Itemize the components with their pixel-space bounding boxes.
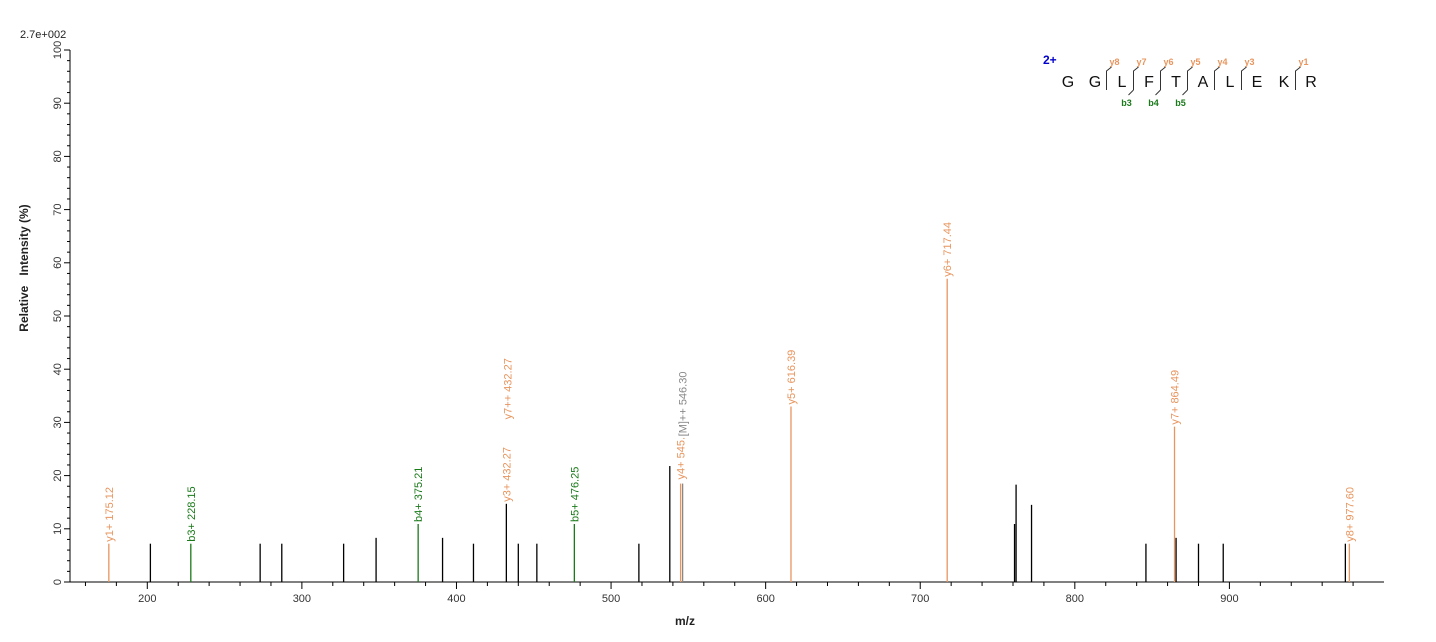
peak-label: y4+ 545. [676,437,688,480]
y-ion-bracket [1187,66,1193,90]
b-ion-bracket [1128,89,1134,96]
peak-label: y3+ 432.27 [501,447,513,502]
peak-labels: y1+ 175.12 b3+ 228.15 b4+ 375.21 y3+ 432.27… [104,222,1357,542]
y-ion-label: y6 [1163,57,1173,67]
y-axis: 0 10 20 30 40 50 60 70 80 90 100 [52,41,71,585]
y-ion-bracket [1214,66,1220,90]
y-tick-label: 80 [52,150,64,162]
y-ion-bracket [1133,66,1139,90]
residue: A [1198,74,1209,91]
y-ion-label: y7 [1136,57,1146,67]
x-tick-label: 500 [602,593,620,605]
intensity-scale-label: 2.7e+002 [20,29,66,41]
peak-label: y8+ 977.60 [1344,487,1356,542]
residue: F [1144,74,1154,91]
x-tick-label: 600 [756,593,774,605]
b-ion-label: b4 [1148,98,1159,108]
residue: L [1118,74,1127,91]
b-ion-bracket [1182,89,1188,96]
x-axis: 200 300 400 500 600 700 800 900 [70,581,1384,605]
x-tick-label: 900 [1220,593,1238,605]
y-tick-label: 0 [52,579,64,585]
x-tick-label: 400 [447,593,465,605]
y-tick-label: 30 [52,416,64,428]
peak-label: b5+ 476.25 [569,467,581,522]
y-tick-label: 90 [52,97,64,109]
residue: G [1062,74,1074,91]
y-ion-bracket [1160,66,1166,90]
residue: K [1279,74,1290,91]
peak-label: [M]++ 546.30 [678,372,690,437]
peak-label: b4+ 375.21 [413,467,425,522]
y-ion-bracket [1295,66,1301,90]
y-axis-label: Relative Intensity (%) [17,204,31,331]
peak-label: y7+ 864.49 [1170,370,1182,425]
x-tick-label: 800 [1066,593,1084,605]
y-ion-label: y1 [1298,57,1308,67]
peaks [108,278,1351,582]
b-ion-label: b3 [1121,98,1132,108]
peak-label: y7++ 432.27 [502,358,514,419]
y-tick-label: 60 [52,257,64,269]
residue: R [1305,74,1317,91]
charge-state: 2+ [1043,53,1057,67]
y-tick-label: 50 [52,310,64,322]
y-ion-label: y5 [1190,57,1200,67]
residue: E [1252,74,1263,91]
residue: G [1089,74,1101,91]
x-tick-label: 300 [293,593,311,605]
y-ion-bracket [1241,66,1247,90]
x-axis-label: m/z [675,614,695,628]
residue: L [1226,74,1235,91]
y-tick-label: 20 [52,469,64,481]
peak-label: y5+ 616.39 [786,350,798,405]
peak-label: y1+ 175.12 [104,487,116,542]
peak-label: b3+ 228.15 [186,486,198,541]
y-tick-label: 40 [52,363,64,375]
x-tick-label: 200 [138,593,156,605]
y-tick-label: 10 [52,523,64,535]
y-ion-bracket [1106,66,1112,90]
x-tick-label: 700 [911,593,929,605]
residue: T [1171,74,1181,91]
y-ion-label: y8 [1109,57,1119,67]
y-tick-label: 70 [52,203,64,215]
y-ion-label: y3 [1244,57,1254,67]
peak-label: y6+ 717.44 [942,222,954,277]
y-tick-label: 100 [52,41,64,59]
b-ion-bracket [1155,89,1161,96]
b-ion-label: b5 [1175,98,1186,108]
y-ion-label: y4 [1217,57,1227,67]
